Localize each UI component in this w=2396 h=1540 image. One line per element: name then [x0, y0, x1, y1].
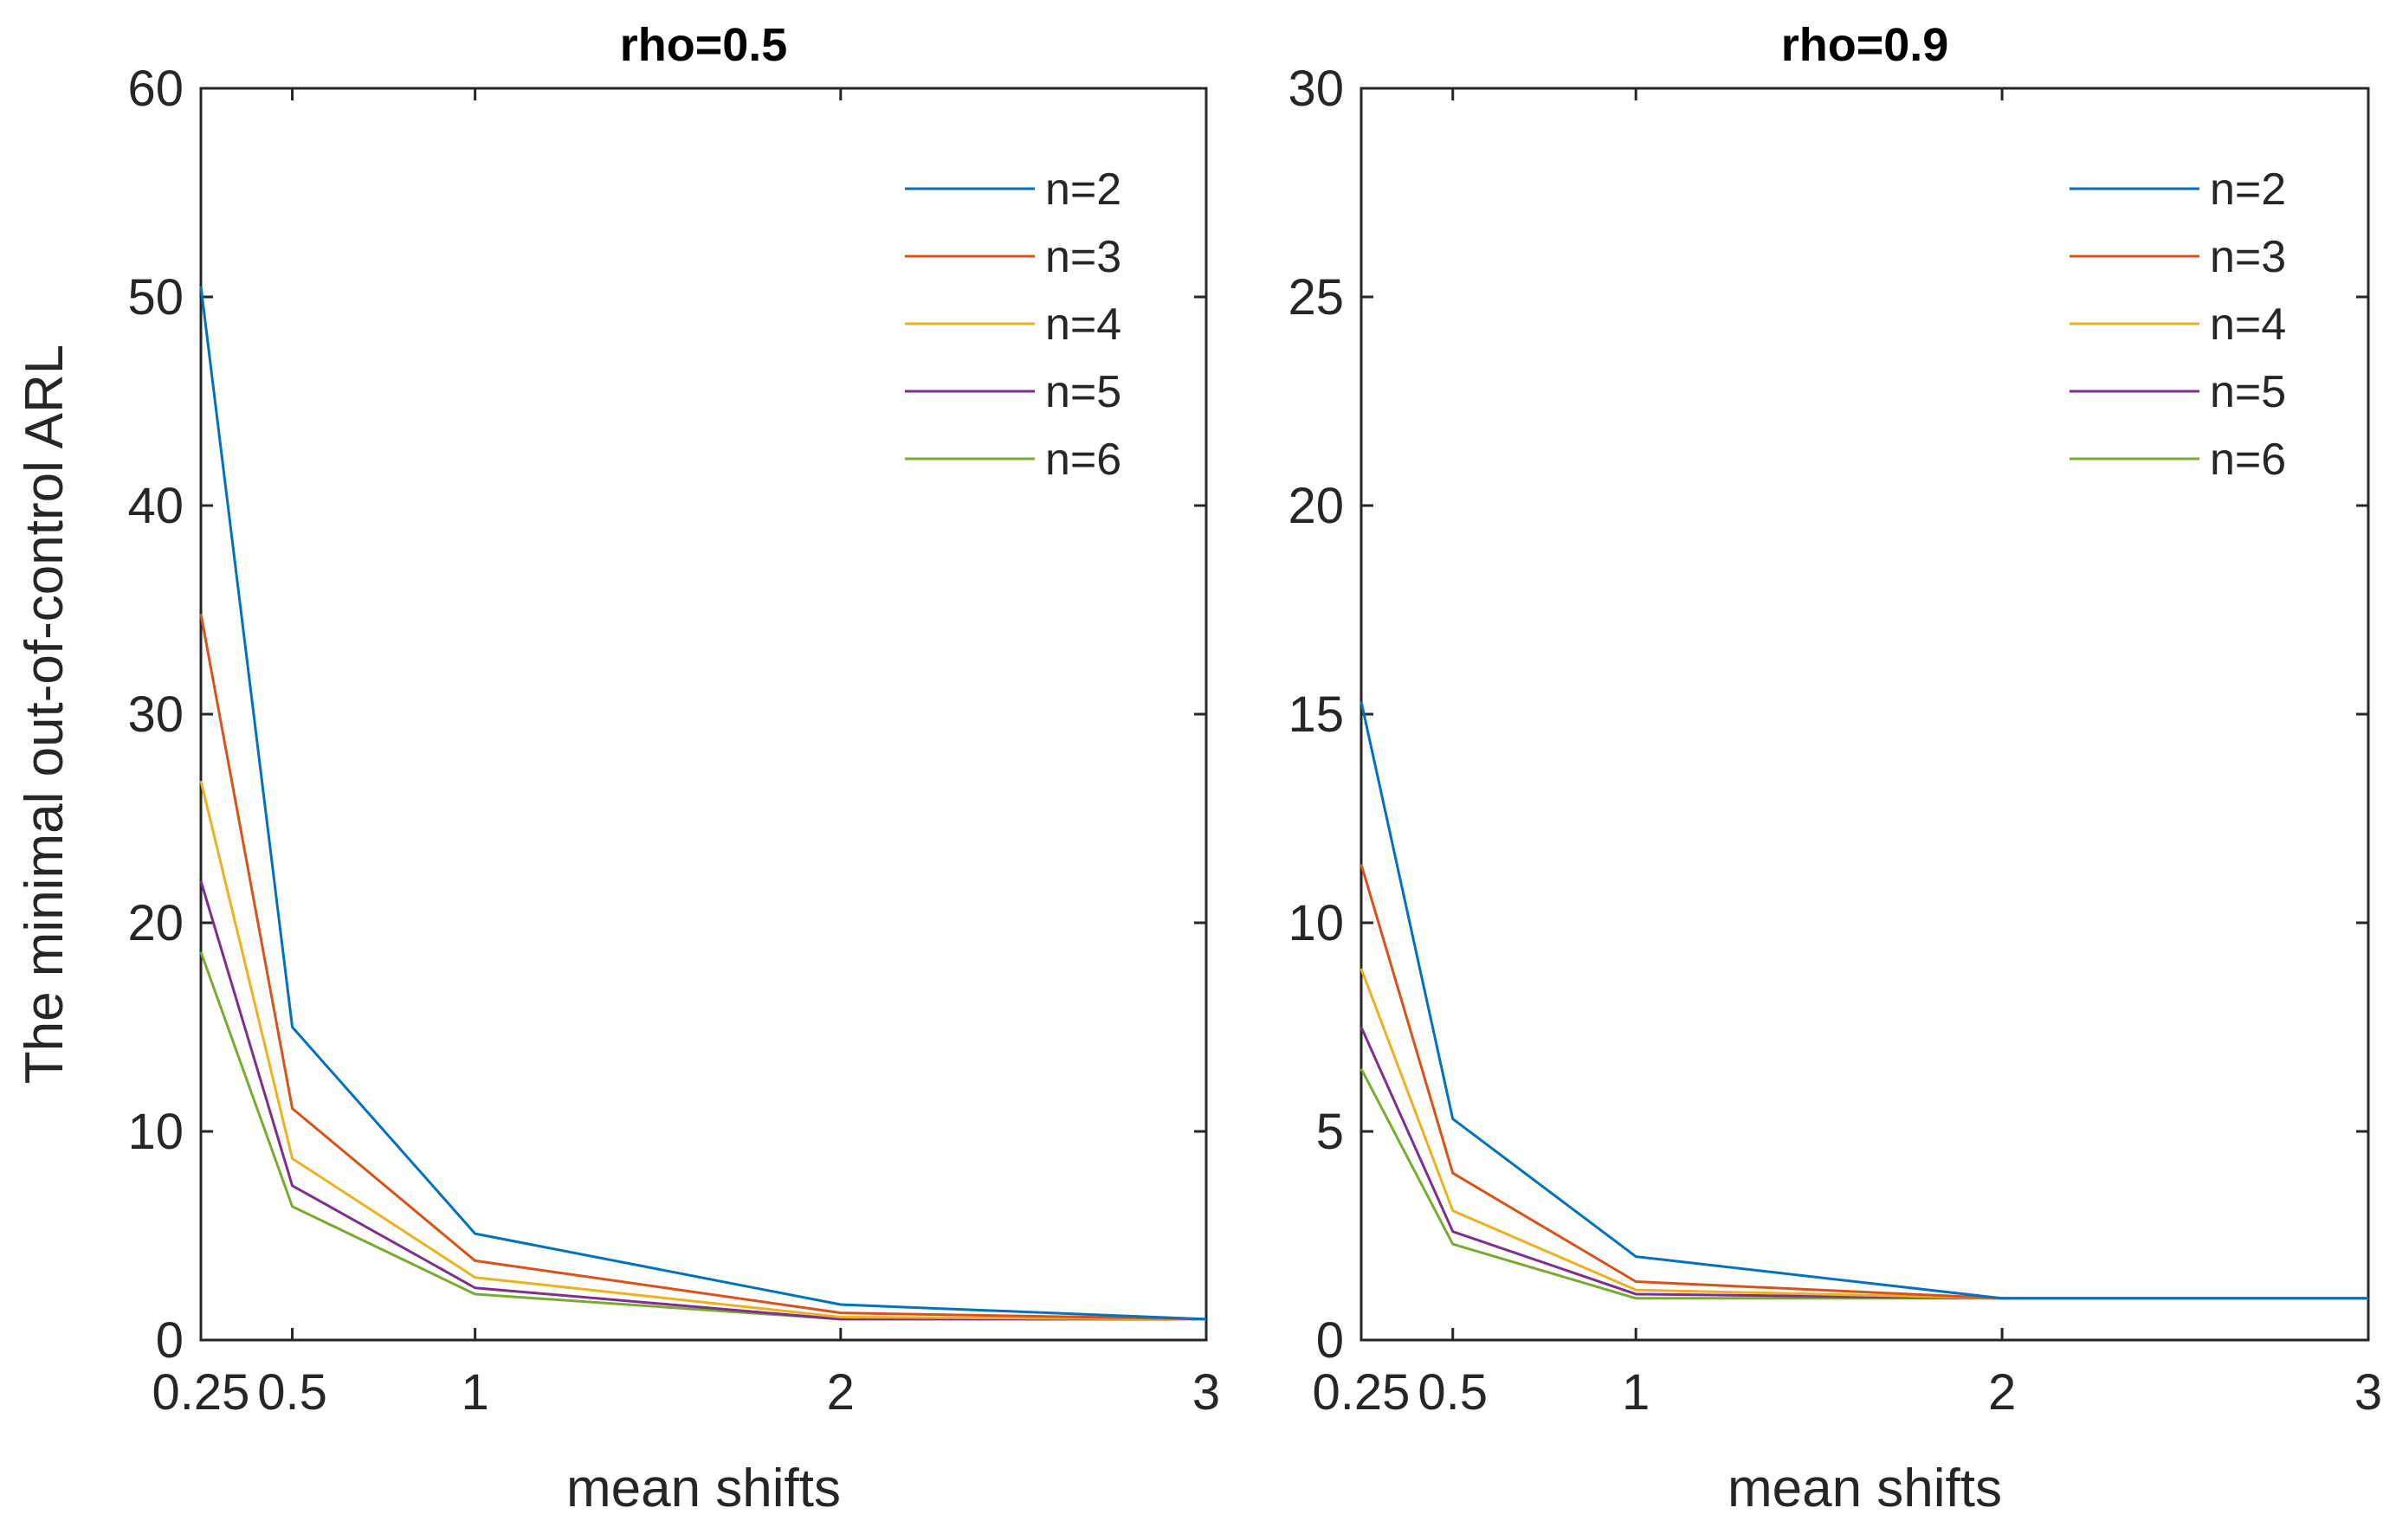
series-line-n4	[1359, 968, 2368, 1300]
chart-panel-1: 0 10 20 30 40 50 60 0.25 0.5 1 2 3 rho=0.5 mean shift…	[15, 19, 1220, 1518]
legend-label: n=4	[2210, 300, 2286, 350]
y-tick-label: 10	[127, 1104, 184, 1160]
y-tick-label: 0	[1316, 1312, 1344, 1369]
x-tick-label: 3	[2354, 1364, 2382, 1421]
x-tick-label: 3	[1192, 1364, 1220, 1421]
series-line-n6	[1359, 1068, 2368, 1300]
legend: n=2 n=3 n=4 n=5 n=6	[2070, 164, 2286, 485]
y-tick-label: 60	[127, 61, 184, 117]
series-group	[199, 286, 1207, 1321]
legend: n=2 n=3 n=4 n=5 n=6	[905, 164, 1121, 485]
x-tick-label: 0.25	[1313, 1364, 1411, 1421]
x-tick-label: 1	[462, 1364, 489, 1421]
series-line-n2	[1359, 701, 2368, 1300]
x-tick-label: 0.25	[152, 1364, 250, 1421]
x-tick-label: 1	[1622, 1364, 1650, 1421]
y-tick-label: 30	[1288, 61, 1344, 117]
series-line-n3	[199, 614, 1207, 1321]
y-tick-label: 15	[1288, 686, 1344, 743]
legend-label: n=2	[1045, 164, 1121, 215]
series-group	[1359, 701, 2368, 1300]
legend-label: n=2	[2210, 164, 2286, 215]
series-line-n6	[199, 951, 1206, 1321]
y-tick-label: 40	[127, 478, 184, 534]
legend-label: n=5	[2210, 367, 2286, 417]
chart-title: rho=0.9	[1781, 19, 1949, 71]
y-tick-label: 5	[1316, 1104, 1344, 1160]
series-line-n4	[199, 780, 1207, 1321]
x-axis-label: mean shifts	[566, 1459, 841, 1518]
series-line-n5	[199, 880, 1206, 1321]
legend-label: n=3	[2210, 232, 2286, 282]
legend-label: n=6	[2210, 435, 2286, 485]
x-axis-label: mean shifts	[1728, 1459, 2002, 1518]
x-tick-label: 2	[827, 1364, 855, 1421]
y-tick-label: 25	[1288, 269, 1344, 325]
chart-panel-2: 0 5 10 15 20 25 30 0.25 0.5 1 2 3 rho=0.9 mean shifts…	[1288, 19, 2382, 1518]
x-tick-label: 0.5	[1418, 1364, 1488, 1421]
legend-label: n=4	[1045, 300, 1121, 350]
legend-label: n=6	[1045, 435, 1121, 485]
legend-label: n=5	[1045, 367, 1121, 417]
series-line-n2	[199, 286, 1207, 1321]
y-axis-label: The minimal out-of-control ARL	[15, 345, 74, 1085]
y-tick-label: 30	[127, 686, 184, 743]
y-tick-label: 20	[127, 895, 184, 951]
chart-title: rho=0.5	[620, 19, 788, 71]
y-tick-label: 20	[1288, 478, 1344, 534]
x-tick-label: 2	[1988, 1364, 2016, 1421]
series-line-n3	[1359, 864, 2368, 1300]
x-tick-label: 0.5	[257, 1364, 327, 1421]
y-tick-label: 50	[127, 269, 184, 325]
legend-label: n=3	[1045, 232, 1121, 282]
y-tick-label: 0	[156, 1312, 184, 1369]
y-tick-label: 10	[1288, 895, 1344, 951]
